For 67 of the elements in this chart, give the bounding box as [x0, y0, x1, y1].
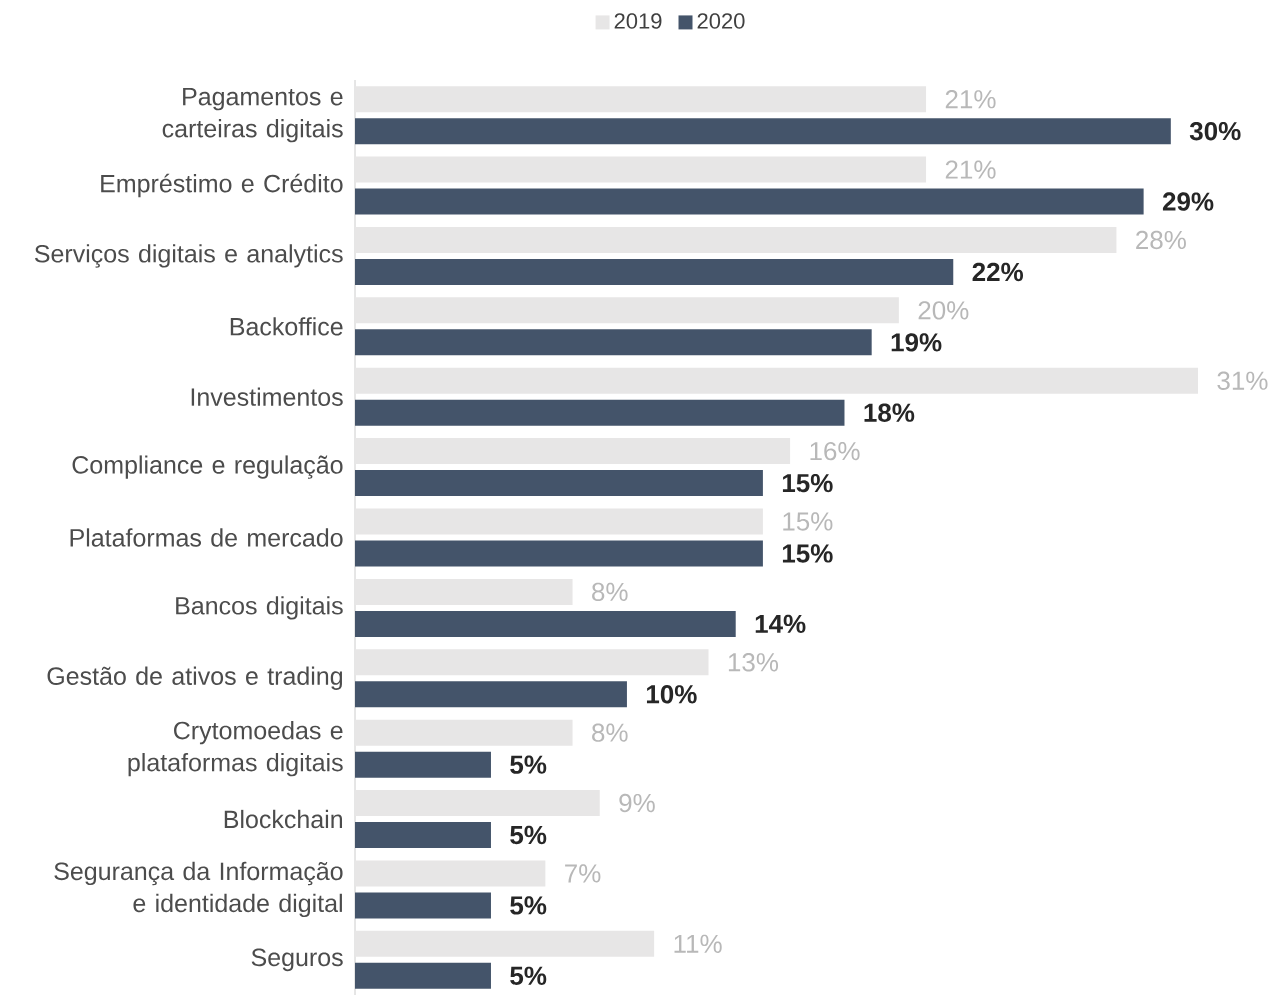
y-tick-label: Bancos digitais: [176, 596, 343, 620]
data-label: 13%: [728, 653, 779, 672]
data-label: 20%: [918, 301, 969, 320]
bar: [355, 860, 546, 887]
data-label: 5%: [510, 755, 547, 774]
bar: [355, 329, 872, 356]
data-label: 10%: [646, 685, 697, 704]
bar: [355, 649, 709, 676]
data-label: 7%: [565, 864, 601, 883]
y-tick-label: Gestão de ativos e trading: [47, 666, 343, 690]
bar: [355, 188, 1144, 215]
data-label: 30%: [1189, 121, 1241, 141]
data-label: 8%: [592, 582, 628, 602]
bar: [355, 930, 655, 957]
y-tick-label: Blockchain: [224, 809, 343, 829]
bar: [355, 470, 763, 497]
bar: [355, 822, 491, 849]
bar: [355, 540, 763, 567]
data-label: 5%: [510, 896, 547, 915]
bar: [355, 399, 845, 426]
y-tick-label: Pagamentos e carteiras digitais: [162, 88, 343, 143]
bar: [355, 790, 600, 817]
data-label: 19%: [891, 333, 942, 352]
data-label: 22%: [972, 262, 1023, 282]
data-label: 5%: [510, 825, 547, 845]
data-label: 5%: [510, 966, 547, 985]
data-label: 14%: [755, 614, 806, 634]
data-label: 15%: [782, 544, 833, 563]
bar: [355, 719, 573, 746]
bar: [355, 367, 1199, 394]
bar: [355, 258, 954, 285]
bar: [355, 892, 491, 919]
data-label: 16%: [810, 441, 860, 461]
bar: [355, 962, 491, 989]
bar: [355, 578, 573, 605]
data-label: 11%: [674, 934, 722, 953]
bar: [355, 226, 1117, 253]
y-tick-label: Plataformas de mercado: [70, 528, 343, 547]
data-label: 8%: [592, 723, 628, 742]
data-label: 29%: [1162, 192, 1214, 211]
data-label: 15%: [783, 512, 833, 531]
y-tick-label: Compliance e regulação: [72, 455, 343, 479]
legend-label: 2019: [614, 13, 662, 29]
y-tick-label: Investimentos: [191, 387, 343, 406]
bar: [355, 681, 627, 708]
data-label: 21%: [945, 160, 996, 179]
bar: [355, 118, 1171, 145]
data-label: 31%: [1217, 371, 1268, 390]
legend-label: 2020: [697, 13, 745, 29]
y-tick-label: Serviços digitais e analytics: [34, 244, 343, 268]
bar: [355, 751, 491, 778]
bar: [355, 86, 927, 113]
bar: [355, 438, 791, 465]
data-label: 15%: [782, 473, 833, 493]
y-tick-label: Seguros: [251, 948, 343, 972]
y-tick-label: Backoffice: [230, 317, 343, 336]
bar: [355, 610, 736, 637]
y-tick-label: Segurança da Informação e identidade digital: [54, 861, 343, 918]
bar: [355, 508, 763, 535]
data-label: 21%: [945, 90, 996, 109]
y-tick-label: Empréstimo e Crédito: [101, 173, 343, 198]
data-label: 9%: [619, 793, 655, 813]
bar: [355, 156, 927, 183]
data-label: 18%: [864, 403, 915, 422]
bar: [355, 297, 899, 324]
data-label: 28%: [1136, 230, 1186, 250]
y-tick-label: Crytomoedas e plataformas digitais: [128, 721, 343, 777]
